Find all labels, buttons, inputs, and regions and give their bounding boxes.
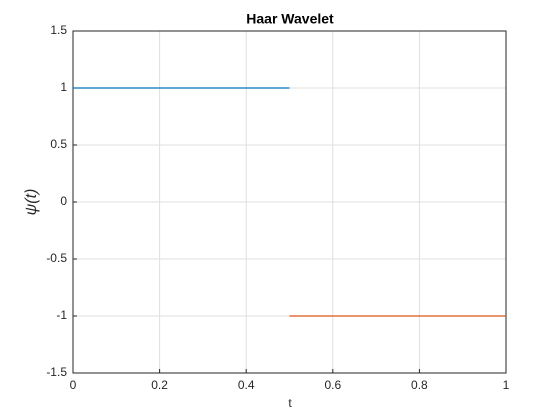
chart-title: Haar Wavelet bbox=[246, 11, 334, 27]
y-axis-label: ψ(t) bbox=[23, 189, 40, 216]
x-tick-label: 0.6 bbox=[324, 378, 341, 392]
y-tick-label: 0.5 bbox=[50, 137, 67, 151]
x-tick-label: 0.2 bbox=[151, 378, 168, 392]
y-tick-label: 1 bbox=[60, 80, 67, 94]
y-tick-label: -1 bbox=[56, 308, 67, 322]
y-tick-label: -0.5 bbox=[46, 251, 67, 265]
x-tick-label: 1 bbox=[503, 378, 510, 392]
y-tick-label: 0 bbox=[60, 194, 67, 208]
x-tick-label: 0.4 bbox=[238, 378, 255, 392]
y-tick-label: -1.5 bbox=[46, 365, 67, 379]
x-tick-label: 0 bbox=[70, 378, 77, 392]
x-tick-label: 0.8 bbox=[411, 378, 428, 392]
axes-box bbox=[72, 30, 507, 374]
x-axis-label: t bbox=[288, 396, 292, 410]
y-tick-label: 1.5 bbox=[50, 23, 67, 37]
